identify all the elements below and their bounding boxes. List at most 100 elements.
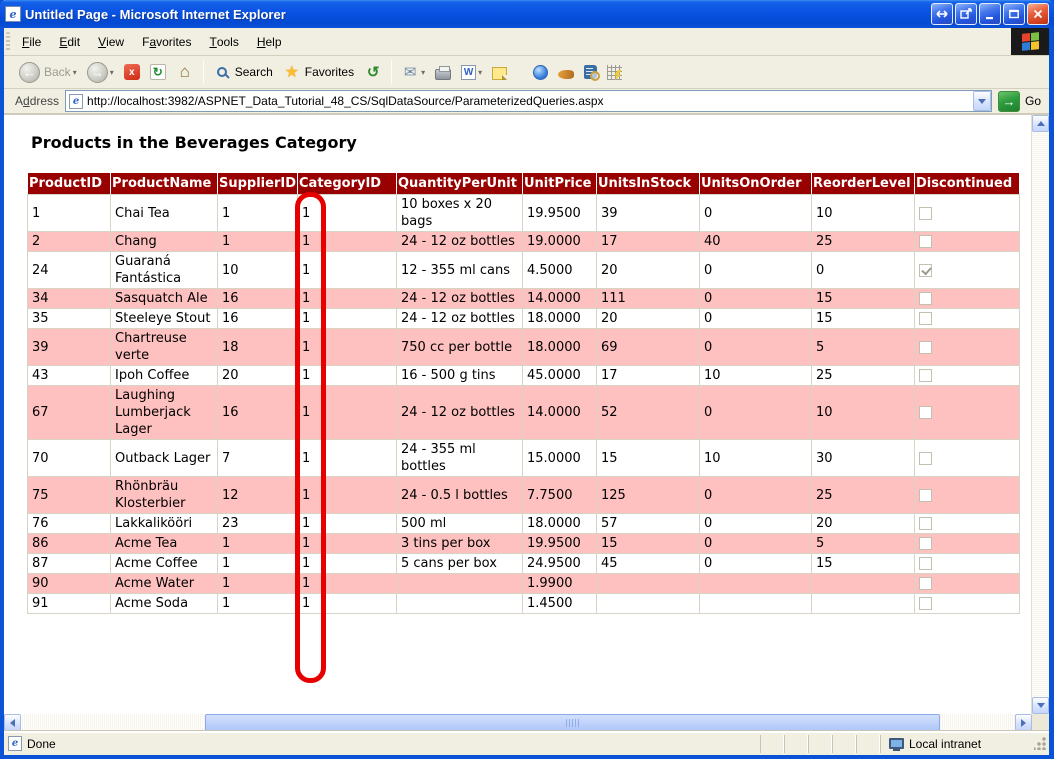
chevron-left-icon [10,718,15,727]
cell-productid: 43 [27,365,111,386]
cell-categoryid: 1 [297,365,397,386]
cell-reorderlevel: 25 [811,476,915,514]
cell-unitprice: 4.5000 [522,251,597,289]
rebar-grip[interactable] [6,32,10,51]
cell-categoryid: 1 [297,231,397,252]
messenger-button[interactable] [529,63,552,82]
scrollbar-corner [1032,714,1049,731]
cell-unitprice: 45.0000 [522,365,597,386]
search-label: Search [234,65,273,79]
horizontal-scroll-track[interactable] [21,714,1015,731]
go-button[interactable]: → [997,90,1020,112]
cell-reorderlevel: 15 [811,288,915,309]
scroll-right-button[interactable] [1015,714,1032,731]
forward-dropdown-icon[interactable]: ▾ [109,67,114,77]
window-arrows-button[interactable] [931,3,953,25]
discontinued-checkbox [919,312,932,325]
cell-reorderlevel: 5 [811,328,915,366]
scroll-down-button[interactable] [1032,697,1049,714]
cell-discontinued [914,194,1020,232]
cell-quantityperunit: 24 - 355 ml bottles [396,439,523,477]
mail-dropdown-icon[interactable]: ▾ [421,67,426,77]
cell-productid: 35 [27,308,111,329]
discuss-button[interactable] [488,63,511,82]
maximize-button[interactable] [1003,3,1025,25]
discontinued-checkbox [919,369,932,382]
discontinued-checkbox [919,451,932,465]
cell-discontinued [914,593,1020,614]
cell-unitprice: 15.0000 [522,439,597,477]
window-controls [931,3,1049,25]
back-dropdown-icon[interactable]: ▾ [72,67,77,77]
research-pane-button[interactable] [580,63,601,81]
stop-button[interactable]: x [120,62,144,82]
status-text: Done [27,736,56,751]
horizontal-scrollbar[interactable] [4,714,1032,731]
cell-productid: 2 [27,231,111,252]
refresh-button[interactable]: ↻ [146,62,170,82]
window-popout-button[interactable] [955,3,977,25]
cell-unitsonorder: 0 [699,194,812,232]
resize-grip[interactable] [1034,737,1047,750]
cell-categoryid: 1 [297,533,397,554]
address-url[interactable]: http://localhost:3982/ASPNET_Data_Tutori… [87,94,604,108]
vertical-scroll-track[interactable] [1032,132,1049,697]
cell-productname: Chai Tea [110,194,218,232]
cell-unitsinstock: 52 [596,385,700,440]
close-button[interactable] [1027,3,1049,25]
cell-unitsinstock [596,573,700,594]
edit-dropdown-icon[interactable]: ▾ [478,67,483,77]
mail-button[interactable]: ✉ ▾ [397,61,429,83]
home-button[interactable]: ⌂ [172,61,198,83]
products-gridview: ProductID ProductName SupplierID CategoryID… [27,172,1020,614]
discontinued-checkbox [919,557,932,570]
cell-quantityperunit: 10 boxes x 20 bags [396,194,523,232]
cell-productname: Chartreuse verte [110,328,218,366]
favorites-button[interactable]: ★ Favorites [279,61,358,83]
windows-flag-icon [1021,32,1039,51]
print-button[interactable] [431,63,455,82]
cell-unitsinstock: 111 [596,288,700,309]
cell-categoryid: 1 [297,194,397,232]
cell-productname: Acme Tea [110,533,218,554]
address-dropdown-button[interactable] [972,91,991,111]
minimize-button[interactable] [979,3,1001,25]
horizontal-scroll-thumb[interactable] [205,714,940,731]
cell-supplierid: 1 [217,573,298,594]
history-button[interactable]: ↺ [360,61,386,83]
cell-unitsonorder: 0 [699,385,812,440]
cell-supplierid: 10 [217,251,298,289]
research-button[interactable] [554,63,578,81]
cell-reorderlevel: 10 [811,385,915,440]
table-row: 39 Chartreuse verte 18 1 750 cc per bottle 18… [27,328,1020,366]
search-button[interactable]: Search [209,61,277,83]
print-icon [435,65,452,80]
address-input[interactable]: e http://localhost:3982/ASPNET_Data_Tuto… [65,90,992,112]
cell-discontinued [914,251,1020,289]
cell-quantityperunit: 24 - 12 oz bottles [396,385,523,440]
back-button[interactable]: ← Back ▾ [15,60,81,85]
vertical-scrollbar[interactable] [1031,115,1049,714]
table-row: 87 Acme Coffee 1 1 5 cans per box 24.9500 45 0 1… [27,553,1020,574]
table-row: 90 Acme Water 1 1 1.9900 [27,573,1020,594]
scroll-left-button[interactable] [4,714,21,731]
scroll-up-button[interactable] [1032,115,1049,132]
cell-unitsinstock: 20 [596,251,700,289]
forward-button[interactable]: → ▾ [83,60,118,85]
discontinued-checkbox [919,292,932,305]
cell-categoryid: 1 [297,593,397,614]
edit-with-word-button[interactable]: W ▾ [457,63,486,82]
column-header-categoryid: CategoryID [297,172,397,195]
cell-categoryid: 1 [297,513,397,534]
chevron-down-icon [977,98,986,104]
cell-productname: Guaraná Fantástica [110,251,218,289]
column-header-reorderlevel: ReorderLevel [811,172,915,195]
debugger-button[interactable] [603,63,626,82]
